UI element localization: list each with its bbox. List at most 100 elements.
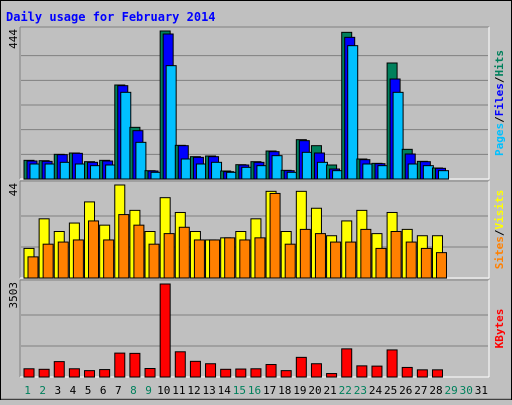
hits-files-pages-bar-pages [180,158,192,180]
kbytes-bar-kbytes [38,368,50,378]
hits-files-pages-bar-pages [422,165,434,180]
kbytes-bar-kbytes [310,363,322,378]
hits-files-pages-bar-pages [407,163,419,180]
kbytes-bar-kbytes [326,373,338,378]
kbytes-bar-kbytes [401,366,413,378]
x-tick-label: 26 [399,384,412,397]
kbytes-bar-kbytes [114,352,126,378]
hits-files-pages-bar-pages [90,165,102,180]
visits-sites-bar-sites [178,226,190,279]
kbytes-bar-kbytes [295,356,307,378]
kbytes-bar-kbytes [220,368,232,378]
visits-sites-legend: Sites/Visits [493,190,506,270]
kbytes-bar-kbytes [386,349,398,378]
x-tick-label: 17 [263,384,276,397]
hits-files-pages-bar-pages [301,151,313,180]
visits-sites-bar-sites [254,237,266,279]
x-tick-label: 14 [218,384,232,397]
kbytes-bar-kbytes [205,363,217,378]
kbytes-bar-kbytes [416,369,428,378]
x-tick-label: 20 [308,384,321,397]
x-tick-label: 18 [278,384,291,397]
legend-entry: KBytes [493,309,506,349]
visits-sites-bar-sites [57,241,69,279]
visits-sites-bar-sites [239,239,251,279]
kbytes-bar-kbytes [23,368,35,378]
kbytes-bar-kbytes [129,352,141,378]
x-tick-label: 15 [233,384,246,397]
x-tick-label: 4 [70,384,77,397]
kbytes-bar-kbytes [250,368,262,378]
x-tick-label: 29 [445,384,458,397]
kbytes-bar-kbytes [280,370,292,378]
visits-sites-bar-sites [118,214,130,279]
hits-files-pages-bar-pages [105,164,117,180]
visits-sites-bar-sites [88,220,100,279]
hits-files-pages-bar-pages [44,163,56,180]
hits-files-pages-bar-pages [135,141,147,180]
visits-sites-bar-sites [360,228,372,279]
visits-sites-bar-sites [269,192,281,279]
kbytes-bar-kbytes [356,365,368,378]
legend-entry: / [493,76,506,83]
kbytes-ymax-label: 3503 [7,282,20,309]
hits-files-pages-legend: Pages/Files/Hits [493,50,506,156]
hits-files-pages-bar-pages [347,45,359,180]
x-tick-label: 23 [354,384,367,397]
visits-sites-bar-sites [148,243,160,279]
chart-title: Daily usage for February 2014 [6,10,216,24]
hits-files-pages-bar-pages [392,91,404,180]
visits-sites-bar-sites [375,247,387,279]
kbytes-bar-kbytes [84,370,96,378]
visits-sites-bar-sites [209,239,221,279]
x-tick-label: 19 [293,384,306,397]
x-tick-label: 7 [115,384,122,397]
x-tick-label: 2 [39,384,46,397]
legend-entry: / [493,116,506,123]
hits-files-pages-bar-pages [226,171,238,180]
x-tick-label: 25 [384,384,397,397]
visits-sites-bar-sites [405,241,417,279]
hits-files-pages-bar-pages [377,165,389,180]
kbytes-bar-kbytes [99,369,111,378]
x-tick-label: 1 [24,384,31,397]
visits-sites-bar-sites [299,228,311,279]
hits-files-pages-bar-pages [195,163,207,180]
x-tick-label: 30 [460,384,473,397]
x-tick-label: 24 [369,384,383,397]
kbytes-legend: KBytes [493,309,506,349]
kbytes-bar-kbytes [159,283,171,378]
kbytes-bar-kbytes [235,368,247,378]
legend-entry: Files [493,83,506,116]
visits-sites-bar-sites [284,243,296,279]
hits-files-pages-bar-pages [120,91,132,180]
hits-files-pages-bar-pages [271,155,283,180]
kbytes-bar-kbytes [371,365,383,378]
hits-files-pages-bar-pages [437,170,449,180]
x-tick-label: 27 [414,384,427,397]
visits-sites-bar-sites [345,241,357,279]
hits-files-pages-ymax-label: 444 [7,29,20,49]
visits-sites-bar-sites [27,256,39,279]
kbytes-bar-kbytes [265,364,277,378]
x-tick-label: 21 [324,384,337,397]
legend-entry: Hits [493,50,506,77]
visits-sites-ymax-label: 44 [7,183,20,197]
hits-files-pages-bar-pages [362,163,374,180]
kbytes-panel-bg [20,280,489,377]
kbytes-bar-kbytes [53,361,65,378]
hits-files-pages-bar-pages [332,170,344,180]
kbytes-bar-kbytes [144,368,156,378]
hits-files-pages-bar-pages [316,161,328,180]
x-tick-label: 9 [145,384,152,397]
kbytes-bar-kbytes [431,369,443,378]
visits-sites-bar-sites [330,241,342,279]
x-tick-label: 28 [429,384,442,397]
hits-files-pages-panel-bg [20,27,489,179]
hits-files-pages-bar-pages [286,171,298,180]
legend-entry: Sites [493,236,506,269]
hits-files-pages-bar-pages [165,65,177,180]
hits-files-pages-bar-pages [211,161,223,180]
